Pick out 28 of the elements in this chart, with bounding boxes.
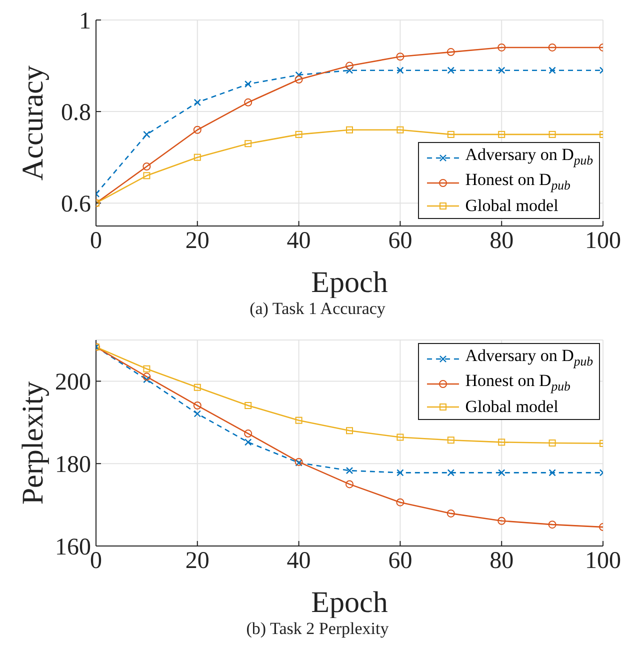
text: (b) Task 2 Perplexity xyxy=(246,619,389,638)
x-tick-label: 100 xyxy=(585,548,621,574)
x-tick-label: 20 xyxy=(185,228,210,254)
y-axis-title: Accuracy xyxy=(16,66,50,180)
x-tick-label: 40 xyxy=(286,548,311,574)
x-tick-label: 0 xyxy=(90,548,102,574)
legend-label: Honest on D$_{pub}$ xyxy=(465,371,570,394)
x-tick-label: 20 xyxy=(185,548,210,574)
x-tick-label: 80 xyxy=(490,548,514,574)
x-tick-label: 40 xyxy=(286,228,311,254)
y-tick-label: 0.6 xyxy=(61,192,91,218)
legend-label: Global model xyxy=(465,196,558,215)
y-tick-label: 1 xyxy=(79,8,91,35)
y-axis-title: Perplexity xyxy=(16,381,50,505)
legend-label: Honest on D$_{pub}$ xyxy=(465,170,570,193)
y-tick-label: 160 xyxy=(55,534,91,561)
x-tick-label: 80 xyxy=(490,228,514,254)
x-tick-label: 60 xyxy=(388,228,412,254)
x-tick-label: 0 xyxy=(90,228,102,254)
y-tick-label: 180 xyxy=(55,452,91,478)
y-tick-label: 0.8 xyxy=(61,100,91,126)
x-tick-label: 60 xyxy=(388,548,412,574)
y-tick-label: 200 xyxy=(55,370,91,396)
legend-label: Adversary on D$_{pub}$ xyxy=(465,346,593,368)
x-tick-label: 100 xyxy=(585,228,621,254)
legend-label: Adversary on D$_{pub}$ xyxy=(465,145,593,168)
text: (a) Task 1 Accuracy xyxy=(250,299,386,318)
legend-label: Global model xyxy=(465,396,558,416)
